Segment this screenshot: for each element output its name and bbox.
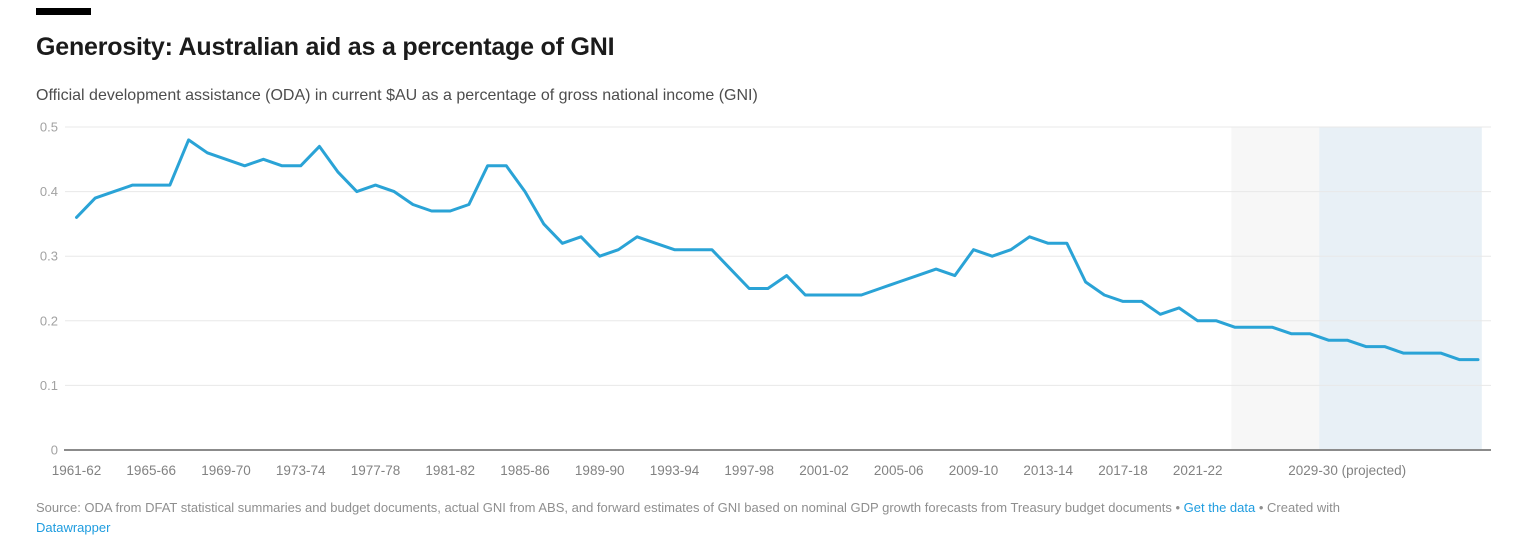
- x-tick-label: 1985-86: [500, 463, 550, 478]
- x-tick-label: 2001-02: [799, 463, 849, 478]
- x-tick-label: 1965-66: [126, 463, 176, 478]
- x-tick-label: 1997-98: [724, 463, 774, 478]
- x-tick-label: 1989-90: [575, 463, 625, 478]
- chart-subtitle: Official development assistance (ODA) in…: [36, 87, 758, 104]
- x-tick-label: 2021-22: [1173, 463, 1223, 478]
- x-tick-label: 2017-18: [1098, 463, 1148, 478]
- datawrapper-link[interactable]: Datawrapper: [36, 520, 111, 535]
- y-tick-label: 0.3: [40, 249, 58, 264]
- y-tick-label: 0.1: [40, 378, 58, 393]
- y-tick-label: 0.4: [40, 184, 58, 199]
- x-tick-label: 2005-06: [874, 463, 924, 478]
- x-tick-label: 1969-70: [201, 463, 251, 478]
- x-tick-label: 1973-74: [276, 463, 326, 478]
- get-the-data-link[interactable]: Get the data: [1183, 500, 1256, 515]
- separator-dot: •: [1258, 500, 1264, 515]
- x-tick-label: 2013-14: [1023, 463, 1073, 478]
- plot-region-estimates-band: [1231, 127, 1320, 449]
- source-text: Source: ODA from DFAT statistical summar…: [36, 500, 1172, 515]
- x-tick-label: 1981-82: [425, 463, 475, 478]
- x-tick-label-projected: 2029-30 (projected): [1288, 463, 1406, 478]
- y-tick-label: 0.2: [40, 313, 58, 328]
- footer: Source: ODA from DFAT statistical summar…: [36, 498, 1528, 538]
- x-tick-label: 1961-62: [52, 463, 102, 478]
- x-tick-label: 2009-10: [949, 463, 999, 478]
- plot-region-projected-band: [1319, 127, 1482, 449]
- y-tick-label: 0.5: [40, 120, 58, 135]
- oda-gni-line: [75, 138, 1480, 362]
- x-tick-label: 1977-78: [351, 463, 401, 478]
- page-title: Generosity: Australian aid as a percenta…: [36, 33, 615, 61]
- y-tick-label: 0: [51, 443, 58, 458]
- separator-dot: •: [1175, 500, 1181, 515]
- created-with-text: Created with: [1267, 500, 1341, 515]
- brand-bar: [36, 8, 91, 15]
- x-tick-label: 1993-94: [650, 463, 700, 478]
